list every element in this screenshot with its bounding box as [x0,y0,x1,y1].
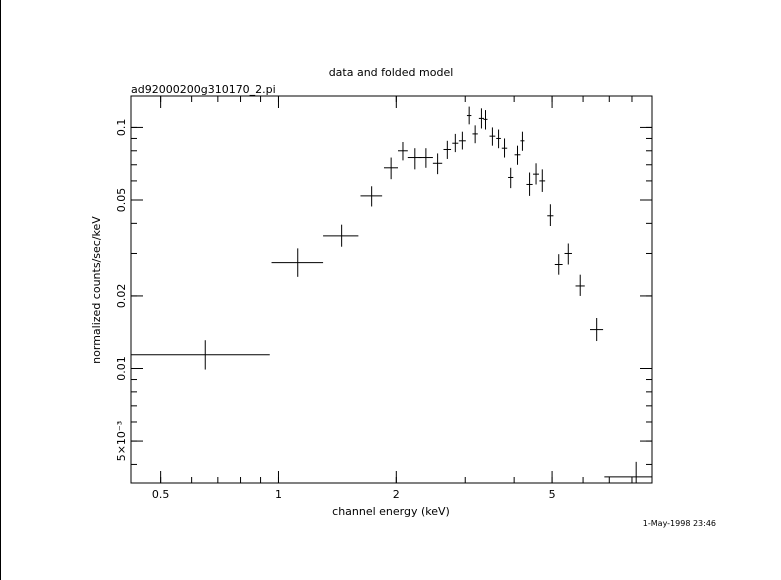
data-point [520,131,525,151]
data-point [590,317,604,342]
data-point [383,157,398,180]
x-tick-label: 0.5 [152,488,170,501]
data-points [131,106,652,483]
left-border [0,0,1,580]
y-axis-label: normalized counts/sec/keV [90,216,103,364]
data-point [604,461,652,483]
plot-timestamp: 1-May-1998 23:46 [643,519,716,528]
data-point [432,153,443,175]
y-tick-label: 0.1 [115,119,128,137]
data-point [478,108,484,129]
data-point [533,163,540,185]
data-point [407,148,422,170]
minor-ticks [131,96,653,483]
data-point [496,129,501,149]
data-point [508,167,514,189]
data-point [564,243,572,265]
x-tick-label: 5 [549,488,556,501]
x-tick-labels: 0.5 1 2 5 [152,488,556,501]
data-point [501,138,508,158]
x-tick-label: 2 [393,488,400,501]
data-point [489,127,496,146]
data-point [323,224,359,247]
data-point [472,125,478,144]
y-tick-labels: 0.1 0.05 0.02 0.01 5×10⁻³ [115,119,128,462]
chart-subtitle: ad92000200g310170_2.pi [131,83,276,96]
data-point [418,148,433,168]
y-tick-label: 0.05 [115,188,128,213]
data-point [443,140,452,159]
data-point [271,248,324,277]
data-point [526,172,533,196]
data-point [360,186,383,207]
x-tick-label: 1 [275,488,282,501]
data-point [539,169,546,192]
chart-title: data and folded model [329,66,454,79]
plot-area-frame [130,95,653,484]
data-point [483,110,488,130]
data-point [514,145,521,165]
data-point [398,142,408,161]
data-point [575,274,585,296]
y-tick-label: 0.01 [115,356,128,381]
x-axis-label: channel energy (keV) [332,505,450,518]
data-point [547,204,554,227]
data-point [554,254,563,275]
data-point [458,131,466,150]
data-point [131,340,270,370]
data-point [466,106,472,125]
y-tick-label: 0.02 [115,284,128,309]
data-point [452,133,459,153]
y-tick-label: 5×10⁻³ [115,421,128,461]
major-ticks [131,96,652,483]
